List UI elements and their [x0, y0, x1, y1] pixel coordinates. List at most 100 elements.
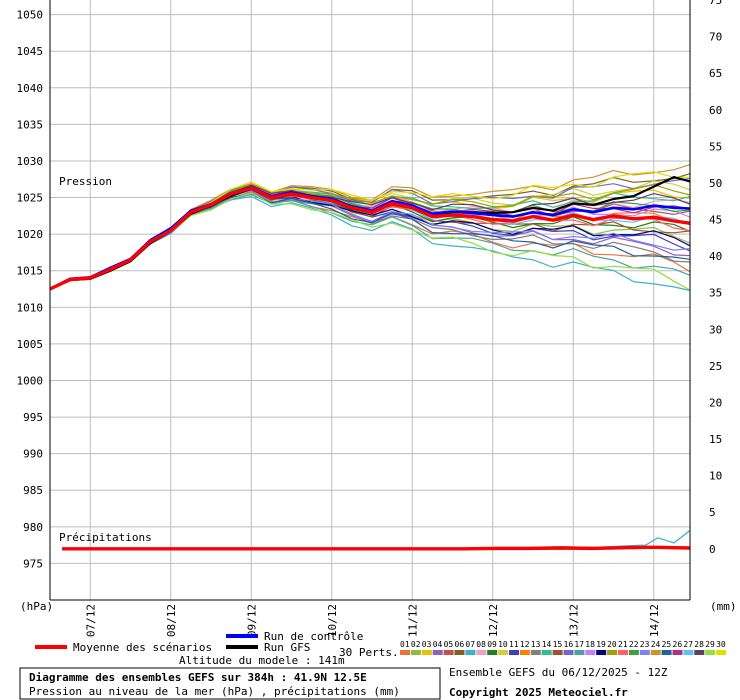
axes: 9759809859909951000100510101015102010251… [17, 0, 722, 637]
legend-gfs-label: Run GFS [264, 641, 310, 654]
pert-legend-id: 20 [607, 640, 617, 649]
pert-legend-swatch [552, 650, 563, 655]
right-tick-label: 15 [709, 433, 722, 446]
pert-legend-id: 02 [411, 640, 421, 649]
left-tick-label: 1010 [17, 301, 44, 314]
pert-legend-swatch [694, 650, 705, 655]
pert-legend-swatch [509, 650, 519, 655]
right-tick-label: 65 [709, 67, 722, 80]
right-tick-label: 35 [709, 287, 722, 300]
left-tick-label: 985 [23, 484, 43, 497]
pert-legend-id: 21 [618, 640, 628, 649]
pert-legend-swatch [574, 650, 585, 655]
footer-title: Diagramme des ensembles GEFS sur 384h : … [29, 671, 367, 684]
pert-legend-swatch [465, 650, 476, 655]
perturbation-lines [49, 164, 691, 292]
footer-subtitle: Pression au niveau de la mer (hPa) , pré… [29, 685, 400, 698]
right-tick-label: 45 [709, 214, 722, 227]
pert-legend-id: 13 [531, 640, 541, 649]
right-tick-label: 70 [709, 31, 722, 44]
pert-legend-id: 01 [400, 640, 410, 649]
pert-legend-id: 14 [542, 640, 552, 649]
mean-pressure-line [49, 186, 691, 291]
precipitation-lines [62, 530, 691, 551]
x-tick-label: 07/12 [84, 604, 97, 637]
right-tick-label: 40 [709, 250, 722, 263]
altitude-label: Altitude du modele : 141m [179, 654, 345, 667]
perts-count-label: 30 Perts. [339, 646, 399, 659]
right-tick-label: 20 [709, 396, 722, 409]
pert-legend-id: 25 [662, 640, 672, 649]
pert-legend-swatch [618, 650, 628, 655]
x-tick-label: 14/12 [648, 604, 661, 637]
left-tick-label: 980 [23, 521, 43, 534]
legend-mean-label: Moyenne des scénarios [73, 641, 212, 654]
perturbation-line-06 [49, 173, 691, 290]
left-tick-label: 1050 [17, 9, 44, 22]
pert-legend-id: 15 [553, 640, 563, 649]
right-tick-label: 5 [709, 506, 716, 519]
left-tick-label: 1020 [17, 228, 44, 241]
pert-legend-swatch [476, 650, 487, 655]
pert-legend-id: 06 [455, 640, 465, 649]
x-tick-label: 08/12 [165, 604, 178, 637]
pert-legend-swatch [530, 650, 541, 655]
pert-legend-swatch [716, 650, 727, 655]
pert-legend-id: 29 [705, 640, 715, 649]
pert-legend-swatch [596, 650, 607, 655]
pert-legend-swatch [410, 650, 421, 655]
right-tick-label: 25 [709, 360, 722, 373]
pert-legend-swatch [628, 650, 639, 655]
pert-legend-id: 26 [673, 640, 683, 649]
pert-legend-id: 30 [716, 640, 726, 649]
right-tick-label: 55 [709, 140, 722, 153]
pert-legend-id: 16 [564, 640, 574, 649]
left-tick-label: 1015 [17, 265, 44, 278]
pert-legend-swatch [705, 650, 716, 655]
pert-legend-id: 09 [487, 640, 497, 649]
pert-legend-swatch [607, 650, 618, 655]
pert-legend-id: 04 [433, 640, 443, 649]
pert-legend-id: 05 [444, 640, 454, 649]
precip-mean-line [62, 545, 691, 551]
x-tick-label: 09/12 [245, 604, 258, 637]
pert-legend-id: 17 [574, 640, 584, 649]
right-tick-label: 50 [709, 177, 722, 190]
legend-control-label: Run de contrôle [264, 630, 363, 643]
x-tick-label: 10/12 [326, 604, 339, 637]
right-tick-label: 30 [709, 323, 722, 336]
pert-legend-swatch [683, 650, 694, 655]
perturbation-line-07 [49, 195, 691, 292]
pert-legend-swatch [443, 650, 454, 655]
right-tick-label: 0 [709, 543, 716, 556]
left-tick-label: 1045 [17, 45, 44, 58]
left-tick-label: 990 [23, 448, 43, 461]
left-tick-label: 975 [23, 557, 43, 570]
pert-legend-id: 10 [498, 640, 508, 649]
legend: Moyenne des scénarios Run de contrôle Ru… [35, 630, 727, 667]
pert-legend-swatch [541, 650, 552, 655]
pert-legend-swatch [661, 650, 672, 655]
pert-legend-swatch [650, 650, 661, 655]
left-tick-label: 1035 [17, 118, 44, 131]
pert-legend-swatch [454, 650, 465, 655]
gfs-run-line [49, 176, 691, 291]
left-tick-label: 995 [23, 411, 43, 424]
pert-legend-id: 07 [465, 640, 475, 649]
pert-legend-swatch [498, 650, 509, 655]
left-tick-label: 1030 [17, 155, 44, 168]
pert-legend-id: 11 [509, 640, 519, 649]
precip-max-line [62, 530, 691, 550]
x-tick-label: 13/12 [567, 604, 580, 637]
left-tick-label: 1000 [17, 374, 44, 387]
right-axis-unit: (mm) [710, 600, 737, 613]
right-tick-label: 60 [709, 104, 722, 117]
left-tick-label: 1025 [17, 192, 44, 205]
main-runs [49, 176, 691, 291]
perturbation-line-22 [49, 185, 691, 290]
pert-legend-swatch [400, 650, 410, 655]
pert-legend-id: 18 [585, 640, 595, 649]
pert-legend-swatch [421, 650, 432, 655]
pressure-series-label: Pression [59, 175, 112, 188]
